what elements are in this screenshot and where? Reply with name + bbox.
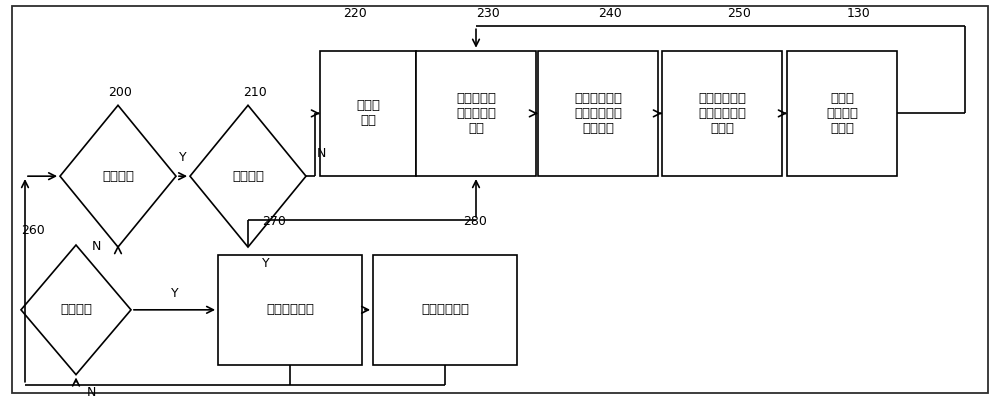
FancyBboxPatch shape bbox=[12, 6, 988, 393]
Polygon shape bbox=[21, 245, 131, 375]
Text: 250: 250 bbox=[727, 6, 751, 19]
Polygon shape bbox=[190, 105, 306, 247]
Text: Y: Y bbox=[262, 257, 270, 270]
Text: N: N bbox=[316, 147, 326, 160]
Text: 270: 270 bbox=[262, 215, 286, 228]
Text: N: N bbox=[91, 239, 101, 253]
FancyBboxPatch shape bbox=[787, 51, 897, 176]
Text: 240: 240 bbox=[598, 6, 622, 19]
Text: 行驶状态: 行驶状态 bbox=[232, 170, 264, 183]
Text: 280: 280 bbox=[463, 215, 487, 228]
FancyBboxPatch shape bbox=[373, 255, 517, 364]
FancyBboxPatch shape bbox=[416, 51, 536, 176]
FancyBboxPatch shape bbox=[218, 255, 362, 364]
Text: 行驶状态: 行驶状态 bbox=[60, 303, 92, 316]
Text: 行驶至约车
行程的起点
位置: 行驶至约车 行程的起点 位置 bbox=[456, 92, 496, 135]
Text: 停靠在停车位: 停靠在停车位 bbox=[421, 303, 469, 316]
Text: 130: 130 bbox=[847, 6, 871, 19]
Text: 离车确
认，搜索
停车位: 离车确 认，搜索 停车位 bbox=[826, 92, 858, 135]
Text: N: N bbox=[86, 386, 96, 399]
Text: 解锁车门，确
认乘客上车后
关闭车门: 解锁车门，确 认乘客上车后 关闭车门 bbox=[574, 92, 622, 135]
Text: 210: 210 bbox=[243, 86, 267, 99]
Polygon shape bbox=[60, 105, 176, 247]
Text: 约车请求: 约车请求 bbox=[102, 170, 134, 183]
Text: 230: 230 bbox=[476, 6, 500, 19]
FancyBboxPatch shape bbox=[662, 51, 782, 176]
Text: 260: 260 bbox=[21, 224, 45, 237]
FancyBboxPatch shape bbox=[320, 51, 416, 176]
FancyBboxPatch shape bbox=[538, 51, 658, 176]
Text: 确认并行驶至
约车行程的终
点位置: 确认并行驶至 约车行程的终 点位置 bbox=[698, 92, 746, 135]
Text: Y: Y bbox=[179, 151, 187, 164]
Text: 行驶至停车位: 行驶至停车位 bbox=[266, 303, 314, 316]
Text: 220: 220 bbox=[343, 6, 367, 19]
Text: 200: 200 bbox=[108, 86, 132, 99]
Text: Y: Y bbox=[171, 287, 178, 300]
Text: 退出停
车位: 退出停 车位 bbox=[356, 99, 380, 128]
